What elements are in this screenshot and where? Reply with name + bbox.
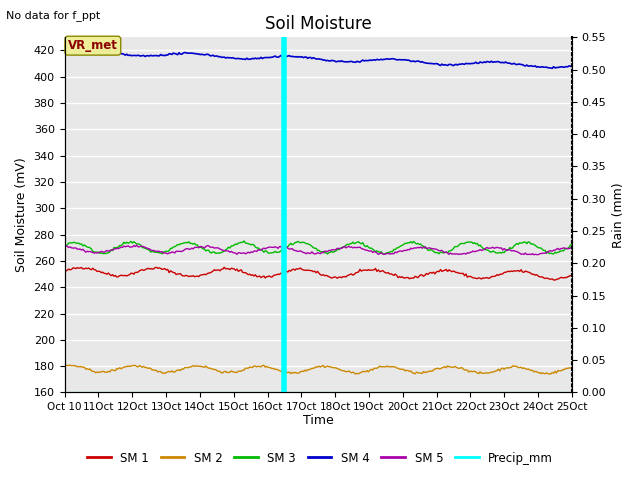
SM 1 bbox=[568, 273, 576, 279]
SM 5 bbox=[543, 249, 550, 255]
Title: Soil Moisture: Soil Moisture bbox=[265, 15, 372, 33]
Precip_mm bbox=[212, 390, 220, 396]
SM 1 bbox=[212, 267, 220, 273]
SM 5 bbox=[568, 246, 576, 252]
SM 5 bbox=[284, 245, 292, 251]
SM 1 bbox=[284, 269, 292, 275]
SM 1 bbox=[61, 268, 68, 274]
Line: SM 1: SM 1 bbox=[65, 267, 572, 280]
SM 4 bbox=[61, 49, 68, 55]
Precip_mm bbox=[568, 390, 576, 396]
SM 1 bbox=[541, 276, 549, 281]
SM 5 bbox=[61, 243, 68, 249]
SM 3 bbox=[284, 243, 292, 249]
SM 4 bbox=[284, 53, 292, 59]
SM 3 bbox=[123, 240, 131, 245]
Text: No data for f_ppt: No data for f_ppt bbox=[6, 10, 100, 21]
SM 2 bbox=[545, 371, 553, 377]
SM 2 bbox=[62, 362, 70, 368]
SM 4 bbox=[239, 56, 246, 62]
SM 2 bbox=[213, 368, 221, 374]
Line: SM 3: SM 3 bbox=[65, 241, 572, 254]
Line: SM 4: SM 4 bbox=[65, 50, 572, 68]
Precip_mm bbox=[123, 390, 131, 396]
Y-axis label: Soil Moisture (mV): Soil Moisture (mV) bbox=[15, 157, 28, 272]
SM 5 bbox=[230, 250, 238, 255]
SM 2 bbox=[230, 369, 238, 375]
SM 2 bbox=[568, 365, 576, 371]
SM 4 bbox=[124, 53, 132, 59]
SM 2 bbox=[124, 363, 132, 369]
SM 3 bbox=[568, 242, 576, 248]
SM 1 bbox=[230, 266, 238, 272]
Precip_mm bbox=[229, 390, 237, 396]
Precip_mm bbox=[237, 390, 245, 396]
SM 4 bbox=[541, 64, 549, 70]
Precip_mm bbox=[61, 390, 68, 396]
Precip_mm bbox=[283, 390, 291, 396]
SM 5 bbox=[213, 245, 221, 251]
SM 4 bbox=[213, 53, 221, 59]
SM 1 bbox=[123, 273, 131, 279]
Line: SM 5: SM 5 bbox=[65, 245, 572, 255]
SM 5 bbox=[239, 250, 246, 256]
SM 3 bbox=[229, 243, 237, 249]
SM 2 bbox=[239, 368, 246, 373]
SM 3 bbox=[237, 240, 245, 245]
Y-axis label: Rain (mm): Rain (mm) bbox=[612, 182, 625, 248]
SM 2 bbox=[284, 370, 292, 375]
SM 3 bbox=[212, 251, 220, 256]
SM 3 bbox=[543, 251, 550, 256]
SM 1 bbox=[550, 277, 557, 283]
SM 5 bbox=[530, 252, 538, 258]
X-axis label: Time: Time bbox=[303, 414, 333, 427]
SM 1 bbox=[220, 264, 228, 270]
SM 4 bbox=[230, 56, 238, 61]
Legend: SM 1, SM 2, SM 3, SM 4, SM 5, Precip_mm: SM 1, SM 2, SM 3, SM 4, SM 5, Precip_mm bbox=[83, 447, 557, 469]
SM 1 bbox=[239, 269, 246, 275]
SM 2 bbox=[61, 363, 68, 369]
SM 3 bbox=[240, 238, 248, 244]
SM 4 bbox=[548, 65, 556, 71]
Line: SM 2: SM 2 bbox=[65, 365, 572, 374]
SM 2 bbox=[541, 371, 549, 377]
SM 3 bbox=[61, 242, 68, 248]
Precip_mm bbox=[540, 390, 548, 396]
SM 4 bbox=[92, 47, 99, 53]
SM 4 bbox=[568, 63, 576, 69]
SM 5 bbox=[132, 242, 140, 248]
SM 5 bbox=[123, 243, 131, 249]
SM 3 bbox=[380, 251, 388, 257]
Text: VR_met: VR_met bbox=[68, 39, 118, 52]
